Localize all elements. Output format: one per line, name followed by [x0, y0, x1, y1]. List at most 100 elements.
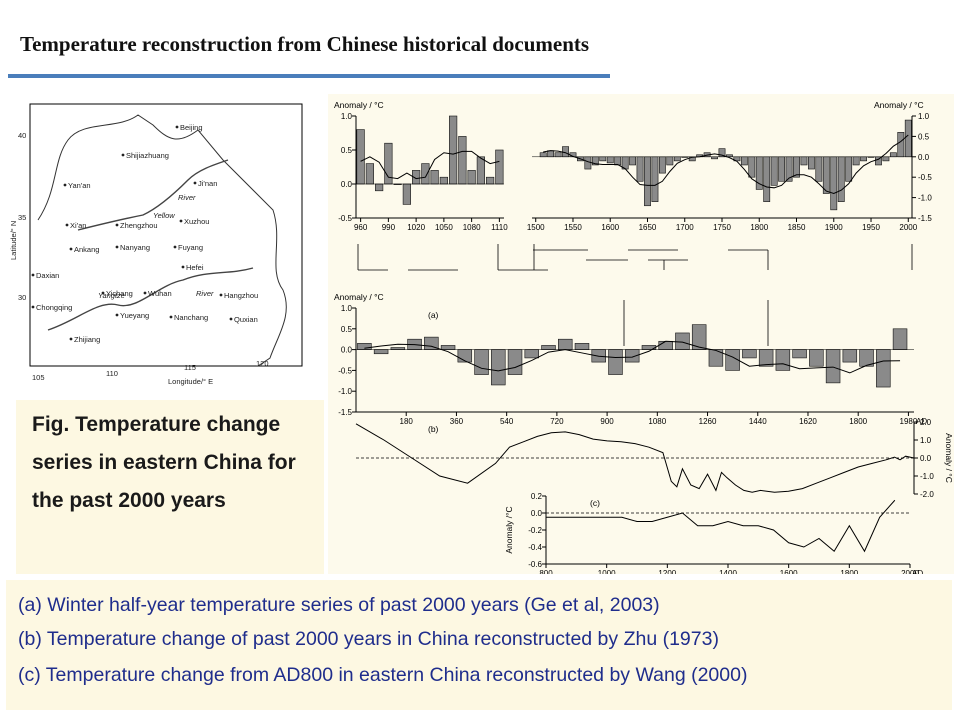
x-tick-label: 1500	[527, 223, 545, 232]
title-underline	[8, 74, 610, 78]
y-tick-label: 0.5	[918, 132, 930, 141]
x-tick-label: 1900	[825, 223, 843, 232]
bar	[356, 129, 365, 185]
city-label: Zhijiang	[74, 335, 100, 344]
bar	[792, 349, 807, 359]
city-dot	[65, 223, 69, 227]
y-tick-label: 1.0	[920, 436, 932, 445]
city-dot	[121, 153, 125, 157]
caption-box: (a) Winter half-year temperature series …	[6, 580, 952, 710]
river-label: River	[178, 193, 196, 202]
smoothed-curve	[364, 340, 901, 374]
y-tick-label: 0.0	[531, 509, 543, 518]
x-tick-label: 1080	[463, 223, 481, 232]
y-axis-label: Anomaly / °C	[874, 100, 924, 110]
x-tick-label: 800	[539, 569, 553, 574]
map-svg: Beijing Shijiazhuang Ji'nan Yan'an Xi'an Zhen…	[9, 103, 303, 386]
bar	[606, 156, 614, 164]
y-tick-label: -0.2	[528, 526, 542, 535]
city-dot	[101, 291, 105, 295]
bar	[793, 156, 800, 178]
x-tick-label: 900	[600, 417, 614, 426]
bar	[809, 349, 824, 367]
bar	[897, 132, 905, 158]
city-label: Xuzhou	[184, 217, 209, 226]
x-tick-label: 1110	[491, 223, 508, 232]
city-dot	[63, 183, 67, 187]
bar	[430, 170, 439, 185]
y-tick-label: -1.0	[918, 194, 932, 203]
bar	[365, 163, 374, 185]
city-label: Yan'an	[68, 181, 91, 190]
bar	[882, 156, 890, 162]
x-tick-label: 2000	[901, 569, 919, 574]
bar	[390, 347, 406, 350]
bar	[748, 156, 756, 178]
panel-label: (c)	[590, 498, 600, 508]
smoothed-curve	[360, 150, 500, 180]
bar	[825, 349, 841, 384]
city-label: Zhengzhou	[120, 221, 158, 230]
x-tick-label: 1200	[658, 569, 676, 574]
city-dot	[115, 223, 119, 227]
x-tick-label: 990	[382, 223, 396, 232]
y-axis-label: Anomaly /°C	[504, 506, 514, 553]
bar	[658, 156, 666, 174]
y-tick-label: 0.2	[531, 492, 543, 501]
map-lon-tick: 105	[32, 373, 45, 382]
city-dot	[193, 181, 197, 185]
city-label: Hefei	[186, 263, 204, 272]
bar	[673, 156, 681, 162]
y-tick-label: 0.5	[341, 325, 353, 334]
bar	[373, 349, 389, 355]
city-label: Yichang	[106, 289, 133, 298]
bar	[507, 349, 523, 375]
yellow-river	[77, 159, 229, 231]
y-tick-label: 0.0	[918, 153, 930, 162]
bar	[449, 115, 458, 185]
city-dot	[143, 291, 147, 295]
y-tick-label: 0.0	[920, 454, 932, 463]
bar	[541, 345, 556, 350]
map-frame	[29, 103, 303, 367]
x-tick-label: 360	[450, 417, 464, 426]
city-dot	[115, 245, 119, 249]
y-tick-label: -0.5	[338, 366, 352, 375]
bar	[486, 176, 495, 185]
bar	[644, 156, 651, 207]
map-lat-tick: 40	[18, 131, 26, 140]
city-label: Daxian	[36, 271, 59, 280]
y-tick-label: 2.0	[920, 418, 932, 427]
bar	[666, 156, 674, 166]
x-tick-label: 1600	[780, 569, 798, 574]
city-label: Yueyang	[120, 311, 149, 320]
x-tick-label: 1400	[719, 569, 737, 574]
y-tick-label: -1.5	[918, 214, 932, 223]
bar	[830, 156, 838, 211]
bar	[845, 156, 853, 182]
bar	[574, 343, 590, 350]
y-tick-label: -0.5	[918, 173, 932, 182]
y-axis-label: Anomaly / °C	[334, 292, 384, 302]
x-tick-label: 2000	[899, 223, 917, 232]
bar	[711, 156, 718, 160]
river-label: Yellow	[153, 211, 175, 220]
city-label: Quxian	[234, 315, 258, 324]
y-tick-label: -0.6	[528, 560, 542, 569]
bar	[842, 349, 858, 363]
y-tick-label: 1.0	[341, 304, 353, 313]
bar	[562, 146, 569, 158]
yangtze-river	[47, 267, 254, 331]
city-label: Ankang	[74, 245, 99, 254]
y-tick-label: 0.0	[341, 180, 353, 189]
bar	[457, 349, 473, 363]
city-dot	[179, 219, 183, 223]
series-line	[546, 499, 896, 553]
x-tick-label: 1800	[849, 417, 867, 426]
x-unit-label: AD	[916, 417, 927, 426]
bar	[770, 156, 778, 186]
bar	[742, 349, 757, 359]
city-label: Beijing	[180, 123, 203, 132]
x-tick-label: 1980	[900, 417, 918, 426]
bar	[547, 150, 555, 158]
